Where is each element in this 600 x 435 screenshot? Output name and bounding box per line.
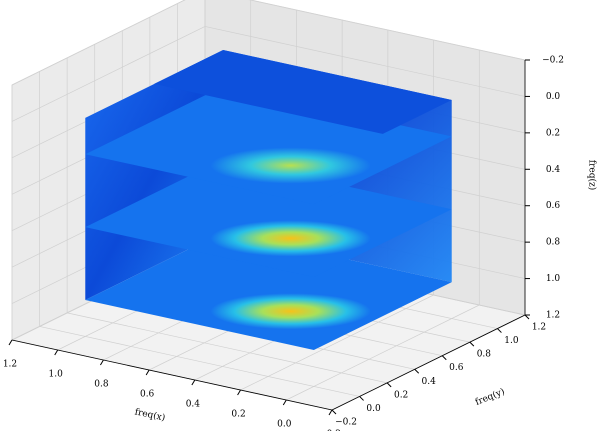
z-tick-label: 0.4 [546,165,561,175]
x-tick-label: 0.0 [277,420,292,430]
hot-spot [210,293,371,330]
axis-line [11,339,333,411]
x-tick-label: 1.2 [3,360,17,370]
y-tick-label: 0.0 [366,404,381,414]
volume-top [154,50,452,134]
grid-line [67,312,388,384]
x-tick [328,409,333,416]
axes: 1.2 1.0 0.8 0.6 0.4 0.2 0.0 −0.2 −0.2 0.0 0.2 0.4 0.… [3,56,564,435]
y-tick-label: 0.6 [449,363,464,373]
y-axis-label: freq(y) [474,386,507,408]
volume-slice [85,159,452,278]
volume-slice [85,86,452,205]
grid-line [39,326,360,397]
x-tick-label: 0.4 [186,400,201,410]
grid-line [286,304,480,401]
z-tick-label: 0.6 [546,201,561,211]
y-tick [414,368,420,374]
z-tick-label: 1.0 [546,274,561,284]
x-tick [8,339,13,346]
y-tick [441,355,447,361]
y-tick-label: 1.2 [532,323,546,333]
axis-line [331,314,526,411]
x-tick-label: 0.6 [140,390,155,400]
grid-line [11,26,206,122]
z-tick-label: 0.0 [546,92,561,102]
y-tick [386,382,392,388]
y-tick-label: 0.4 [422,377,437,387]
y-tick [331,409,337,415]
volume-slice [85,232,452,350]
z-tick-label: −0.2 [542,56,564,66]
y-tick [469,341,475,347]
x-tick [282,399,287,406]
z-axis-label: freq(z) [587,160,598,191]
x-axis-label: freq(x) [134,406,166,423]
y-tick-label: 0.2 [394,390,408,400]
grid-line [204,26,526,97]
y-tick-label: −0.2 [335,418,357,428]
y-tick-label: 0.8 [477,350,492,360]
hot-spot [210,147,371,184]
grid-line [240,294,434,391]
x-tick [54,349,59,356]
y-tick [497,328,502,333]
x-tick [145,369,150,376]
y-tick-label: 1.0 [504,336,519,346]
x-tick [237,389,242,396]
y-tick [359,396,364,401]
z-tick-label: 1.2 [546,311,560,321]
z-tick-label: 0.2 [546,128,560,138]
x-tick-label: 1.0 [49,370,64,380]
z-tick-label: 0.8 [546,238,561,248]
grid-line [11,0,186,86]
x-tick-label: 0.2 [231,410,245,420]
x-tick-label: 0.8 [94,380,109,390]
grid-line [249,0,526,61]
x-tick [191,379,196,386]
x-tick [99,359,104,366]
y-tick [524,314,530,320]
hot-spot [210,220,371,257]
volume [85,50,452,350]
